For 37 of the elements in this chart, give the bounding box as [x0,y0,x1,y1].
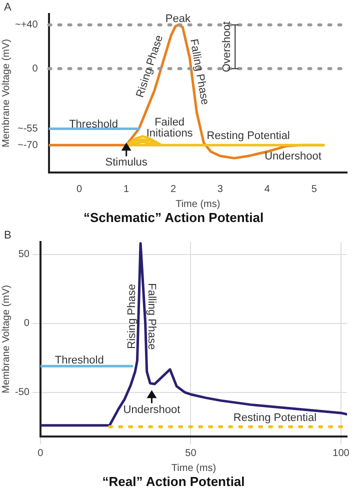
x-tick-label: 5 [311,184,318,196]
x-axis-title: Time (ms) [171,463,216,474]
annotation: Rising Phase [134,34,166,100]
y-axis-title: Membrane Voltage (mV) [0,39,12,148]
y-tick-label: 0 [24,318,30,330]
text: “Schematic” Action Potential [83,210,264,225]
annotation: Rising Phase [126,284,138,349]
annotation: Falling Phase [187,38,211,106]
x-tick-label: 100 [332,448,350,460]
text: B [4,230,12,242]
x-tick-label: 0 [76,184,83,196]
y-tick-label: 50 [18,249,30,260]
annotation: Failed Initiations [146,116,194,140]
y-tick-label: 0 [32,63,38,74]
x-tick-label: 3 [217,184,224,196]
annotation: Undershoot [264,150,322,163]
annotation: Peak [165,12,191,25]
annotation: Resting Potential [233,412,317,424]
x-tick-label: 1 [124,184,130,196]
text: A [4,2,12,14]
y-tick-label: ~-55 [18,123,38,134]
x-tick-label: 2 [170,184,176,196]
x-axis-title: Time (ms) [176,199,220,210]
y-tick-label: -50 [15,387,30,398]
y-tick-label: ~+40 [14,20,38,31]
annotation: Falling Phase [146,283,158,350]
annotation: Undershoot [123,404,180,416]
y-tick-label: ~-70 [18,140,38,151]
annotation: Threshold [54,354,104,367]
x-tick-label: 50 [185,448,197,460]
y-axis-title: Membrane Voltage (mV) [0,285,12,394]
x-tick-label: 4 [264,184,270,196]
text: “Real” Action Potential [102,474,245,489]
annotation: Resting Potential [206,130,290,142]
annotation: Overshoot [221,21,234,72]
annotation: Stimulus [105,156,148,169]
annotation: Threshold [69,118,118,130]
